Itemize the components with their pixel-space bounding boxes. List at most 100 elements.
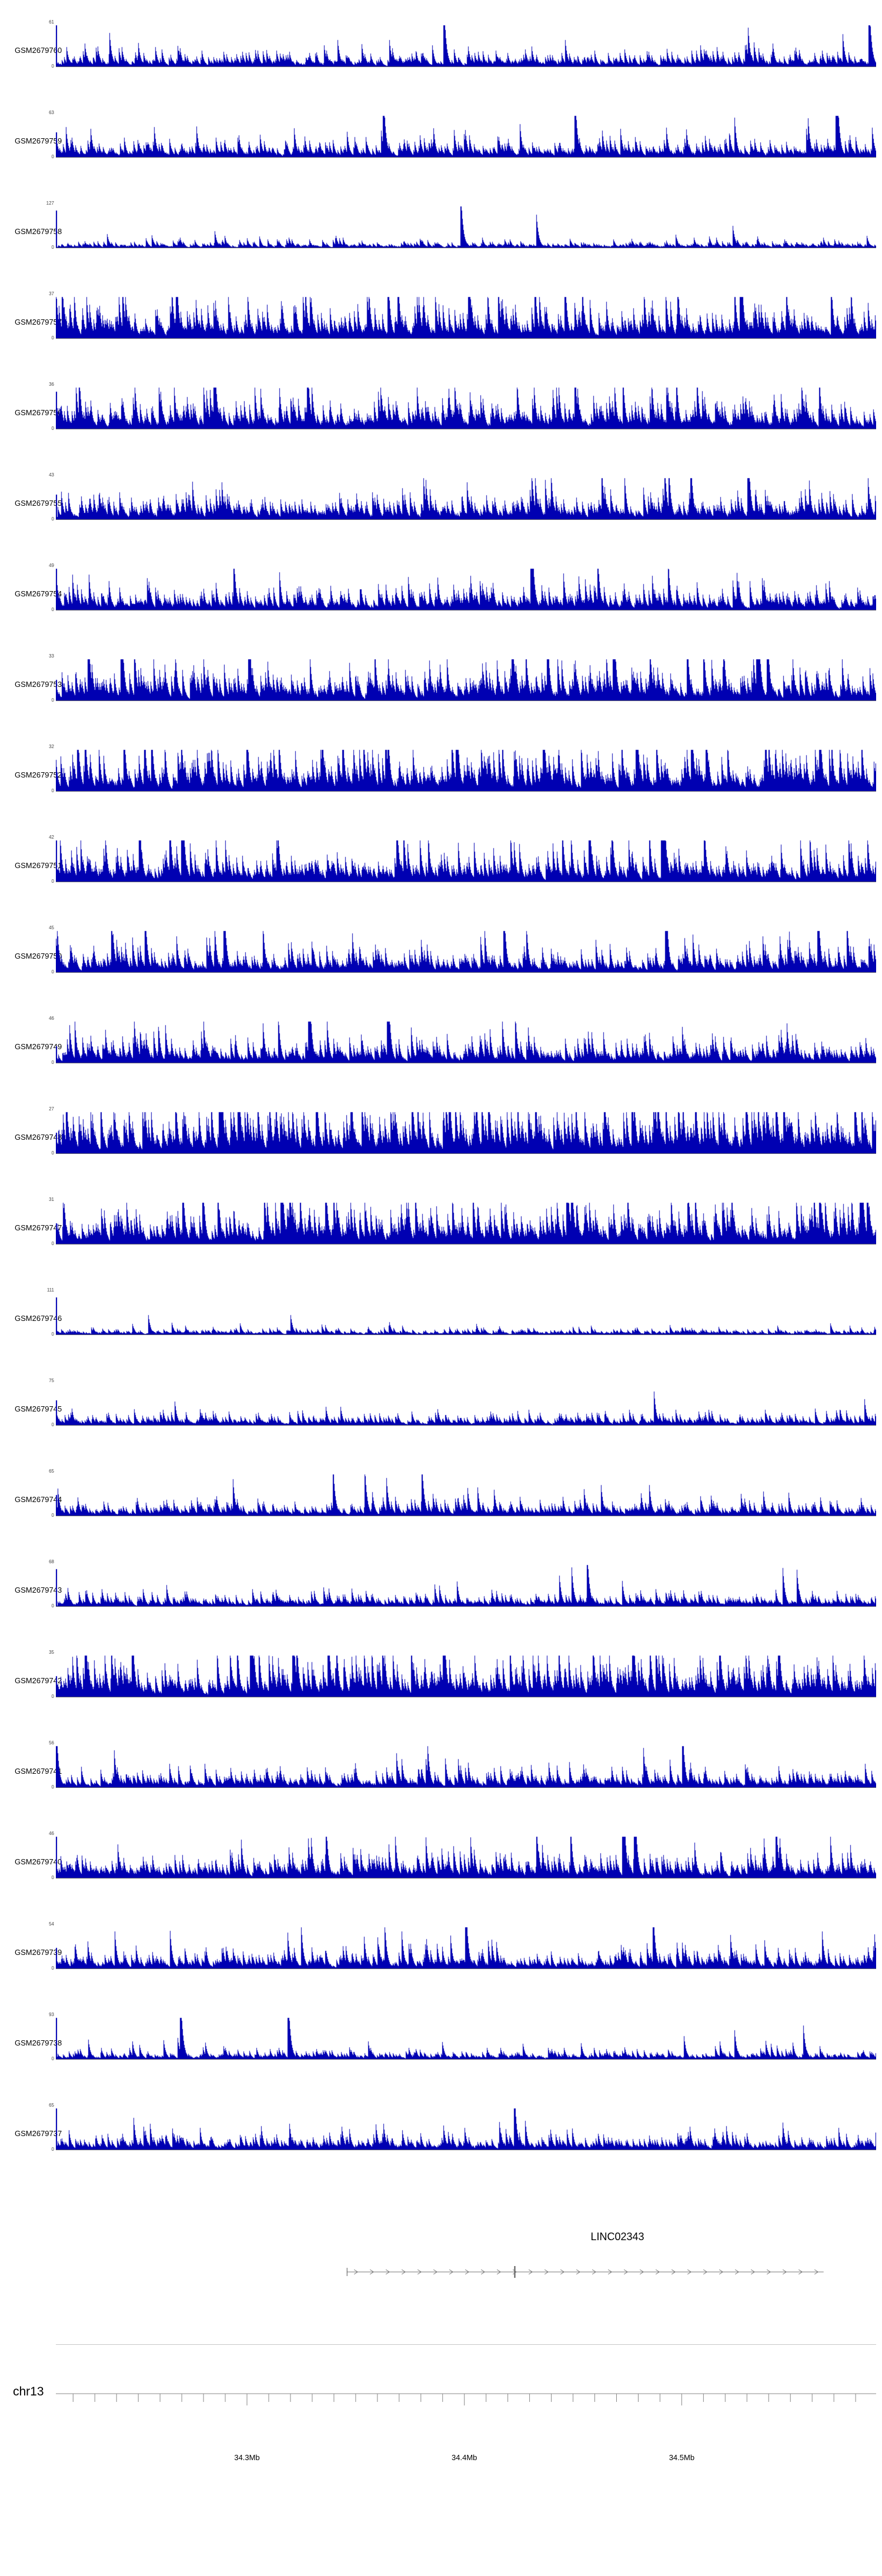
track-label: GSM2679748: [15, 1133, 62, 1142]
coverage-signal: [56, 206, 876, 248]
track-label: GSM2679746: [15, 1314, 62, 1323]
coverage-tracks: 61 GSM2679760 0 63 GSM2679759 0 127 GSM2679758 0…: [0, 18, 882, 2191]
track-row: 61 GSM2679760 0: [0, 18, 882, 108]
track-label: GSM2679740: [15, 1857, 62, 1866]
coverage-signal: [56, 25, 876, 67]
track-ymin-label: 0: [51, 879, 54, 884]
track-ymax-label: 33: [49, 653, 54, 659]
track-row: 68 GSM2679743 0: [0, 1557, 882, 1648]
coverage-signal: [56, 1112, 876, 1154]
track-label: GSM2679754: [15, 589, 62, 598]
track-label: GSM2679757: [15, 318, 62, 326]
coverage-signal: [56, 659, 876, 701]
track-row: 43 GSM2679755 0: [0, 471, 882, 561]
track-label: GSM2679758: [15, 227, 62, 236]
track-ymax-label: 65: [49, 1469, 54, 1474]
track-ymin-label: 0: [51, 788, 54, 793]
track-ymin-label: 0: [51, 2147, 54, 2152]
track-ymin-label: 0: [51, 1150, 54, 1156]
track-ymax-label: 46: [49, 1016, 54, 1021]
track-ymin-label: 0: [51, 1060, 54, 1065]
coverage-signal: [56, 1383, 876, 1426]
track-ymin-label: 0: [51, 245, 54, 250]
track-ymax-label: 37: [49, 291, 54, 296]
track-ymax-label: 75: [49, 1378, 54, 1383]
track-row: 111 GSM2679746 0: [0, 1286, 882, 1376]
track-ymax-label: 68: [49, 1559, 54, 1564]
track-row: 42 GSM2679751 0: [0, 833, 882, 923]
track-ymin-label: 0: [51, 607, 54, 612]
track-row: 32 GSM2679752 0: [0, 742, 882, 833]
track-row: 33 GSM2679753 0: [0, 652, 882, 742]
track-ymax-label: 45: [49, 925, 54, 930]
track-ymax-label: 35: [49, 1650, 54, 1655]
track-ymax-label: 54: [49, 1921, 54, 1927]
track-ymin-label: 0: [51, 698, 54, 703]
track-ymax-label: 43: [49, 472, 54, 478]
coverage-signal: [56, 1655, 876, 1697]
track-label: GSM2679759: [15, 136, 62, 145]
coverage-signal: [56, 749, 876, 792]
track-row: 37 GSM2679757 0: [0, 289, 882, 380]
track-ymin-label: 0: [51, 1422, 54, 1427]
track-label: GSM2679760: [15, 46, 62, 55]
coverage-signal: [56, 115, 876, 158]
track-label: GSM2679752: [15, 770, 62, 779]
track-ymin-label: 0: [51, 335, 54, 341]
coverage-signal: [56, 1202, 876, 1244]
coverage-signal: [56, 1746, 876, 1788]
coverage-signal: [56, 840, 876, 882]
track-ymin-label: 0: [51, 969, 54, 975]
coordinate-ruler: 34.3Mb 34.4Mb 34.5Mb: [56, 2393, 876, 2462]
coverage-signal: [56, 1021, 876, 1063]
track-ymin-label: 0: [51, 1784, 54, 1790]
coverage-signal: [56, 478, 876, 520]
track-ymax-label: 27: [49, 1106, 54, 1112]
track-ymin-label: 0: [51, 154, 54, 159]
track-ymax-label: 111: [46, 1287, 54, 1293]
coverage-signal: [56, 2108, 876, 2150]
track-row: 54 GSM2679739 0: [0, 1920, 882, 2010]
coverage-signal: [56, 1293, 876, 1335]
track-row: 46 GSM2679740 0: [0, 1829, 882, 1920]
gene-model: [346, 2266, 824, 2278]
track-ymax-label: 56: [49, 1740, 54, 1746]
track-label: GSM2679744: [15, 1495, 62, 1504]
track-label: GSM2679742: [15, 1676, 62, 1685]
coverage-signal: [56, 2017, 876, 2060]
svg-text:34.5Mb: 34.5Mb: [669, 2453, 694, 2462]
coverage-signal: [56, 1474, 876, 1516]
track-label: GSM2679751: [15, 861, 62, 870]
track-ymax-label: 65: [49, 2103, 54, 2108]
track-label: GSM2679745: [15, 1404, 62, 1413]
track-row: 45 GSM2679750 0: [0, 923, 882, 1014]
coverage-signal: [56, 387, 876, 429]
track-ymin-label: 0: [51, 1875, 54, 1880]
coverage-signal: [56, 1564, 876, 1607]
track-ymax-label: 93: [49, 2012, 54, 2017]
track-row: 35 GSM2679742 0: [0, 1648, 882, 1739]
track-label: GSM2679756: [15, 408, 62, 417]
track-label: GSM2679743: [15, 1586, 62, 1594]
track-ymin-label: 0: [51, 64, 54, 69]
track-ymin-label: 0: [51, 2056, 54, 2061]
track-ymin-label: 0: [51, 1513, 54, 1518]
svg-text:34.3Mb: 34.3Mb: [234, 2453, 259, 2462]
track-label: GSM2679749: [15, 1042, 62, 1051]
gene-name: LINC02343: [590, 2231, 644, 2243]
track-row: 46 GSM2679749 0: [0, 1014, 882, 1105]
track-row: 75 GSM2679745 0: [0, 1376, 882, 1467]
track-row: 49 GSM2679754 0: [0, 561, 882, 652]
track-ymin-label: 0: [51, 516, 54, 522]
track-ymin-label: 0: [51, 1332, 54, 1337]
track-label: GSM2679747: [15, 1223, 62, 1232]
track-label: GSM2679755: [15, 499, 62, 508]
coverage-signal: [56, 296, 876, 339]
coverage-signal: [56, 568, 876, 610]
track-row: 93 GSM2679738 0: [0, 2010, 882, 2101]
track-ymax-label: 46: [49, 1831, 54, 1836]
track-label: GSM2679739: [15, 1948, 62, 1957]
track-row: 56 GSM2679741 0: [0, 1739, 882, 1829]
track-ymax-label: 42: [49, 835, 54, 840]
